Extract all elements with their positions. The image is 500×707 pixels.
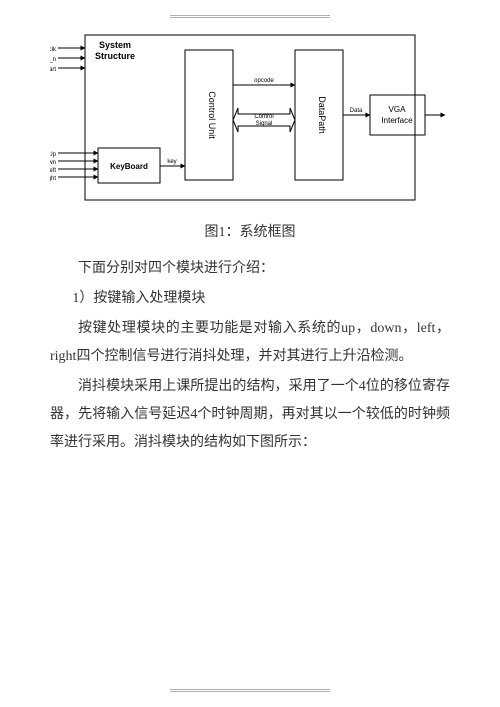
signal-control-label-l2: Signal bbox=[256, 121, 273, 127]
vga-box bbox=[370, 95, 425, 135]
signal-right-label: Right bbox=[50, 176, 56, 182]
keyboard-label: KeyBoard bbox=[110, 162, 148, 171]
signal-opcode-label: opcode bbox=[254, 78, 274, 84]
datapath-label: DataPath bbox=[317, 96, 327, 134]
signal-rstn-label: rst_n bbox=[50, 57, 56, 63]
paragraph-2: 消抖模块采用上课所提出的结构，采用了一个4位的移位寄存器，先将输入信号延迟4个时… bbox=[50, 373, 450, 457]
figure-caption: 图1：系统框图 bbox=[50, 221, 450, 241]
control-unit-label: Control Unit bbox=[207, 91, 217, 139]
document-page: SystemStructure Control Unit DataPath VG… bbox=[0, 0, 500, 707]
signal-up-label: Up bbox=[50, 152, 57, 158]
section-1-title: 1）按键输入处理模块 bbox=[72, 285, 450, 313]
system-structure-diagram: SystemStructure Control Unit DataPath VG… bbox=[50, 30, 450, 215]
diagram-svg: SystemStructure Control Unit DataPath VG… bbox=[50, 30, 450, 215]
footer-rule bbox=[170, 688, 330, 693]
vga-label-line1: VGA bbox=[389, 105, 407, 114]
signal-down-label: Down bbox=[50, 160, 56, 166]
header-rule bbox=[170, 14, 330, 19]
signal-clk-label: clk bbox=[50, 47, 57, 53]
diagram-title-line1: System bbox=[99, 40, 131, 50]
signal-start-label: start bbox=[50, 67, 56, 73]
signal-data-label: Data bbox=[350, 108, 363, 114]
paragraph-intro: 下面分别对四个模块进行介绍： bbox=[50, 255, 450, 283]
signal-left-label: Left bbox=[50, 168, 56, 174]
vga-label-line2: Interface bbox=[381, 116, 413, 125]
diagram-title-line2: Structure bbox=[95, 51, 135, 61]
signal-control-label-l1: Control bbox=[254, 114, 273, 120]
paragraph-1: 按键处理模块的主要功能是对输入系统的up，down，left，right四个控制… bbox=[50, 315, 450, 371]
signal-control-bidir bbox=[233, 108, 295, 132]
signal-key-label: key bbox=[167, 159, 176, 165]
